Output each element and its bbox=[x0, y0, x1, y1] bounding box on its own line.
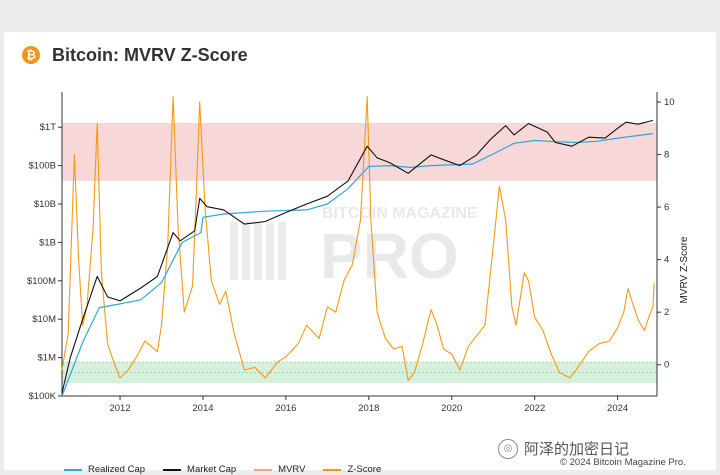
legend-label: MVRV bbox=[278, 464, 306, 475]
y-left-tick-label: $10B bbox=[34, 199, 56, 210]
y-right-axis-label: MVRV Z-Score bbox=[679, 236, 690, 303]
legend-swatch bbox=[163, 468, 182, 471]
legend-item-zscore[interactable]: Z-Score bbox=[323, 464, 381, 475]
legend-label: Market Cap bbox=[187, 464, 237, 475]
copyright: © 2024 Bitcoin Magazine Pro. bbox=[560, 457, 686, 468]
y-left-tick-label: $10M bbox=[32, 314, 56, 325]
axes: $100K $1M $10M $100M $1B $10B $100B $1T 0 2 4 6 8 10 2… bbox=[27, 92, 675, 414]
red-zone-band bbox=[62, 123, 657, 181]
bitcoin-icon: ₿ bbox=[22, 46, 40, 64]
y-right-tick-label: 10 bbox=[664, 97, 675, 108]
x-tick-label: 2014 bbox=[192, 403, 213, 414]
y-right-tick-label: 6 bbox=[664, 202, 669, 213]
legend-label: Z-Score bbox=[347, 464, 382, 475]
x-tick-label: 2020 bbox=[441, 403, 462, 414]
y-left-tick-label: $100K bbox=[29, 391, 57, 402]
chart-card: ₿ Bitcoin: MVRV Z-Score BITCOIN MAGAZINE… bbox=[4, 32, 716, 475]
legend-label: Realized Cap bbox=[88, 464, 146, 475]
realized-cap-line bbox=[61, 133, 653, 397]
legend-item-market-cap[interactable]: Market Cap bbox=[163, 464, 236, 475]
y-left-tick-label: $1M bbox=[38, 353, 57, 364]
wechat-label: 阿泽的加密日记 bbox=[524, 440, 630, 458]
market-cap-line bbox=[61, 119, 654, 394]
legend-swatch bbox=[323, 468, 342, 471]
series-lines bbox=[61, 96, 655, 397]
legend-item-realized-cap[interactable]: Realized Cap bbox=[64, 464, 145, 475]
y-right-tick-label: 2 bbox=[664, 307, 669, 318]
x-tick-label: 2022 bbox=[524, 403, 545, 414]
title-row: ₿ Bitcoin: MVRV Z-Score bbox=[22, 44, 248, 66]
y-left-tick-label: $1T bbox=[40, 122, 57, 133]
wechat-icon: ◎ bbox=[498, 438, 518, 459]
wechat-watermark: ◎ 阿泽的加密日记 bbox=[498, 438, 629, 459]
legend: Realized Cap Market Cap MVRV Z-Score bbox=[64, 464, 381, 475]
y-left-tick-label: $100B bbox=[29, 161, 56, 172]
z-score-line bbox=[61, 96, 655, 382]
legend-swatch bbox=[64, 468, 82, 471]
y-right-tick-label: 0 bbox=[664, 360, 669, 371]
x-tick-label: 2012 bbox=[109, 403, 130, 414]
x-tick-label: 2016 bbox=[275, 403, 296, 414]
y-right-tick-label: 4 bbox=[664, 255, 669, 266]
y-left-tick-label: $100M bbox=[27, 276, 56, 287]
mvrv-zscore-chart: BITCOIN MAGAZINE PRO $100K$1M$10M$100M$1… bbox=[27, 92, 690, 414]
zone-bands bbox=[62, 123, 657, 384]
x-tick-label: 2024 bbox=[607, 403, 628, 414]
watermark-line2: PRO bbox=[320, 220, 459, 292]
legend-swatch bbox=[254, 468, 273, 471]
chart-title: Bitcoin: MVRV Z-Score bbox=[52, 44, 248, 65]
watermark: BITCOIN MAGAZINE PRO bbox=[230, 205, 478, 292]
x-tick-label: 2018 bbox=[358, 403, 379, 414]
y-right-tick-label: 8 bbox=[664, 150, 669, 161]
y-left-tick-label: $1B bbox=[39, 237, 56, 248]
legend-item-mvrv[interactable]: MVRV bbox=[254, 464, 305, 475]
